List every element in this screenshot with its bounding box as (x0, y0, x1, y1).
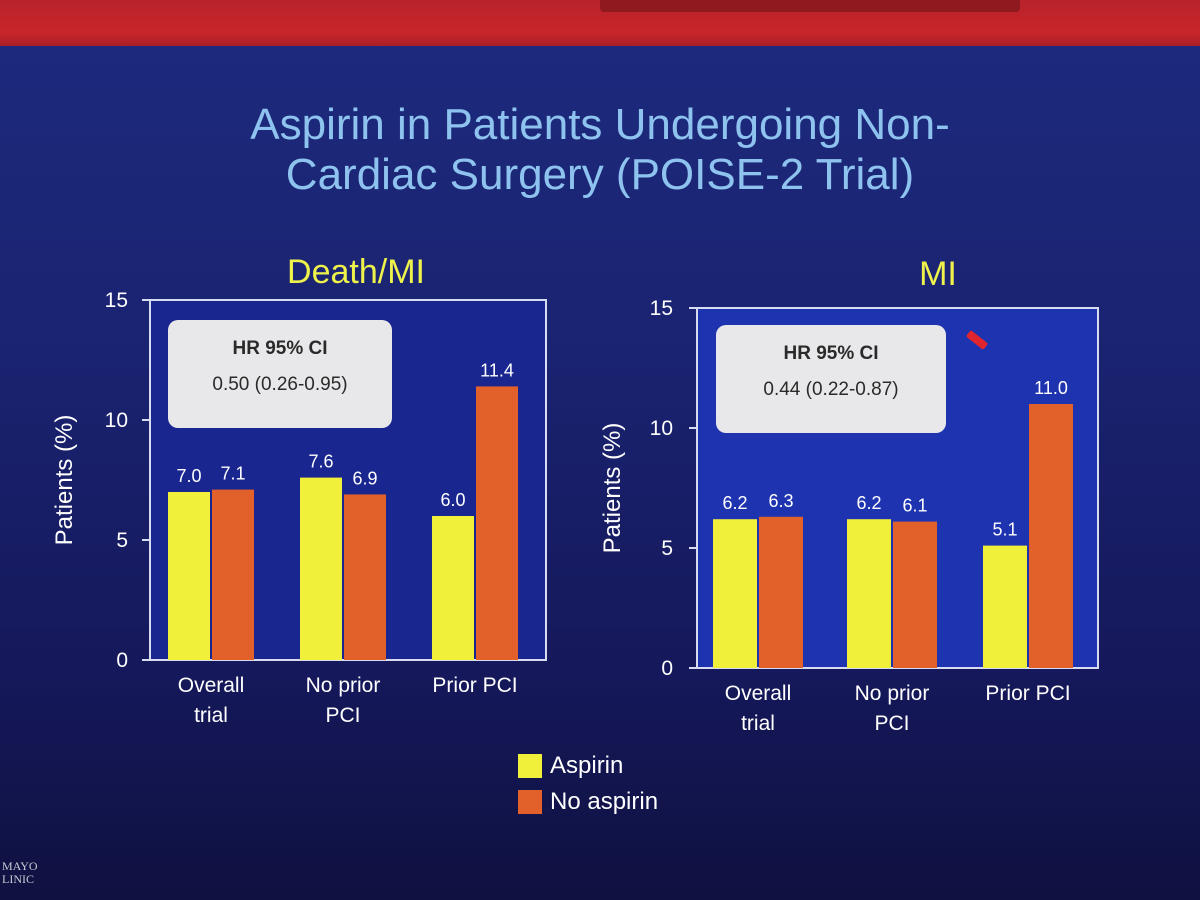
data-label: 7.6 (308, 452, 333, 472)
x-category-label: PCI (325, 704, 360, 727)
hr-annotation-value: 0.50 (0.26-0.95) (212, 374, 348, 395)
y-axis-label: Patients (%) (599, 423, 626, 554)
bar-aspirin (713, 519, 757, 668)
bar-aspirin (300, 477, 342, 660)
data-label: 6.0 (440, 490, 465, 510)
hr-annotation-header: HR 95% CI (783, 343, 879, 364)
legend: Aspirin No aspirin (518, 748, 658, 820)
bar-aspirin (847, 519, 891, 668)
data-label: 7.0 (176, 466, 201, 486)
slide-title-line1: Aspirin in Patients Undergoing Non- (250, 100, 950, 149)
data-label: 6.9 (352, 468, 377, 488)
y-tick-label: 0 (661, 657, 673, 680)
y-tick-label: 10 (105, 409, 128, 432)
x-category-label: Prior PCI (985, 682, 1070, 705)
y-tick-label: 5 (116, 529, 128, 552)
hr-annotation-value: 0.44 (0.22-0.87) (763, 379, 899, 400)
x-category-label: PCI (874, 712, 909, 735)
data-label: 6.1 (902, 496, 927, 516)
bar-aspirin (983, 545, 1027, 668)
slide-title-line2: Cardiac Surgery (POISE-2 Trial) (285, 150, 915, 199)
data-label: 6.2 (856, 493, 881, 513)
legend-swatch-aspirin (518, 754, 542, 778)
bar-no-aspirin (893, 521, 937, 668)
hr-annotation-mi: HR 95% CI 0.44 (0.22-0.87) (716, 325, 946, 433)
data-label: 7.1 (220, 464, 245, 484)
mayo-clinic-logo: MAYO LINIC (2, 860, 38, 886)
legend-swatch-no-aspirin (518, 790, 542, 814)
y-tick-label: 0 (116, 649, 128, 672)
slide-title: Aspirin in Patients Undergoing Non- Card… (0, 100, 1200, 200)
top-dark-tab (600, 0, 1020, 12)
chart-title-mi: MI (919, 255, 957, 293)
chart-title-death-mi: Death/MI (287, 253, 425, 291)
hr-annotation-header: HR 95% CI (232, 338, 328, 359)
data-label: 6.3 (768, 491, 793, 511)
data-label: 11.4 (480, 360, 514, 380)
logo-line2: LINIC (2, 872, 34, 886)
y-tick-label: 5 (661, 537, 673, 560)
x-category-label: trial (741, 712, 775, 735)
y-tick-label: 15 (650, 297, 673, 320)
chart-death-mi: 0 5 10 15 Patients (%) 7.0 7.1 Overall trial 7.6 6… (51, 289, 547, 727)
data-label: 11.0 (1034, 378, 1068, 398)
y-tick-label: 10 (650, 417, 673, 440)
logo-line1: MAYO (2, 859, 38, 873)
bar-no-aspirin (212, 489, 254, 660)
legend-label-aspirin: Aspirin (550, 752, 624, 779)
x-category-label: Overall (178, 674, 245, 697)
hr-annotation-death-mi: HR 95% CI 0.50 (0.26-0.95) (168, 320, 392, 428)
y-axis-label: Patients (%) (51, 415, 78, 546)
x-category-label: Overall (725, 682, 792, 705)
data-label: 5.1 (992, 520, 1017, 540)
x-category-label: No prior (306, 674, 381, 697)
bar-no-aspirin (344, 494, 386, 660)
bar-no-aspirin (1029, 404, 1073, 668)
x-category-label: No prior (855, 682, 930, 705)
bar-aspirin (432, 516, 474, 660)
x-category-label: trial (194, 704, 228, 727)
legend-label-no-aspirin: No aspirin (550, 788, 659, 815)
chart-mi: 0 5 10 15 Patients (%) 6.2 6.3 Overall trial 6.2 6… (599, 297, 1099, 735)
data-label: 6.2 (722, 493, 747, 513)
legend-item-aspirin: Aspirin (518, 748, 658, 784)
y-tick-label: 15 (105, 289, 128, 312)
x-category-label: Prior PCI (432, 674, 517, 697)
bar-no-aspirin (759, 516, 803, 668)
bar-aspirin (168, 492, 210, 660)
bar-no-aspirin (476, 386, 518, 660)
legend-item-no-aspirin: No aspirin (518, 784, 658, 820)
